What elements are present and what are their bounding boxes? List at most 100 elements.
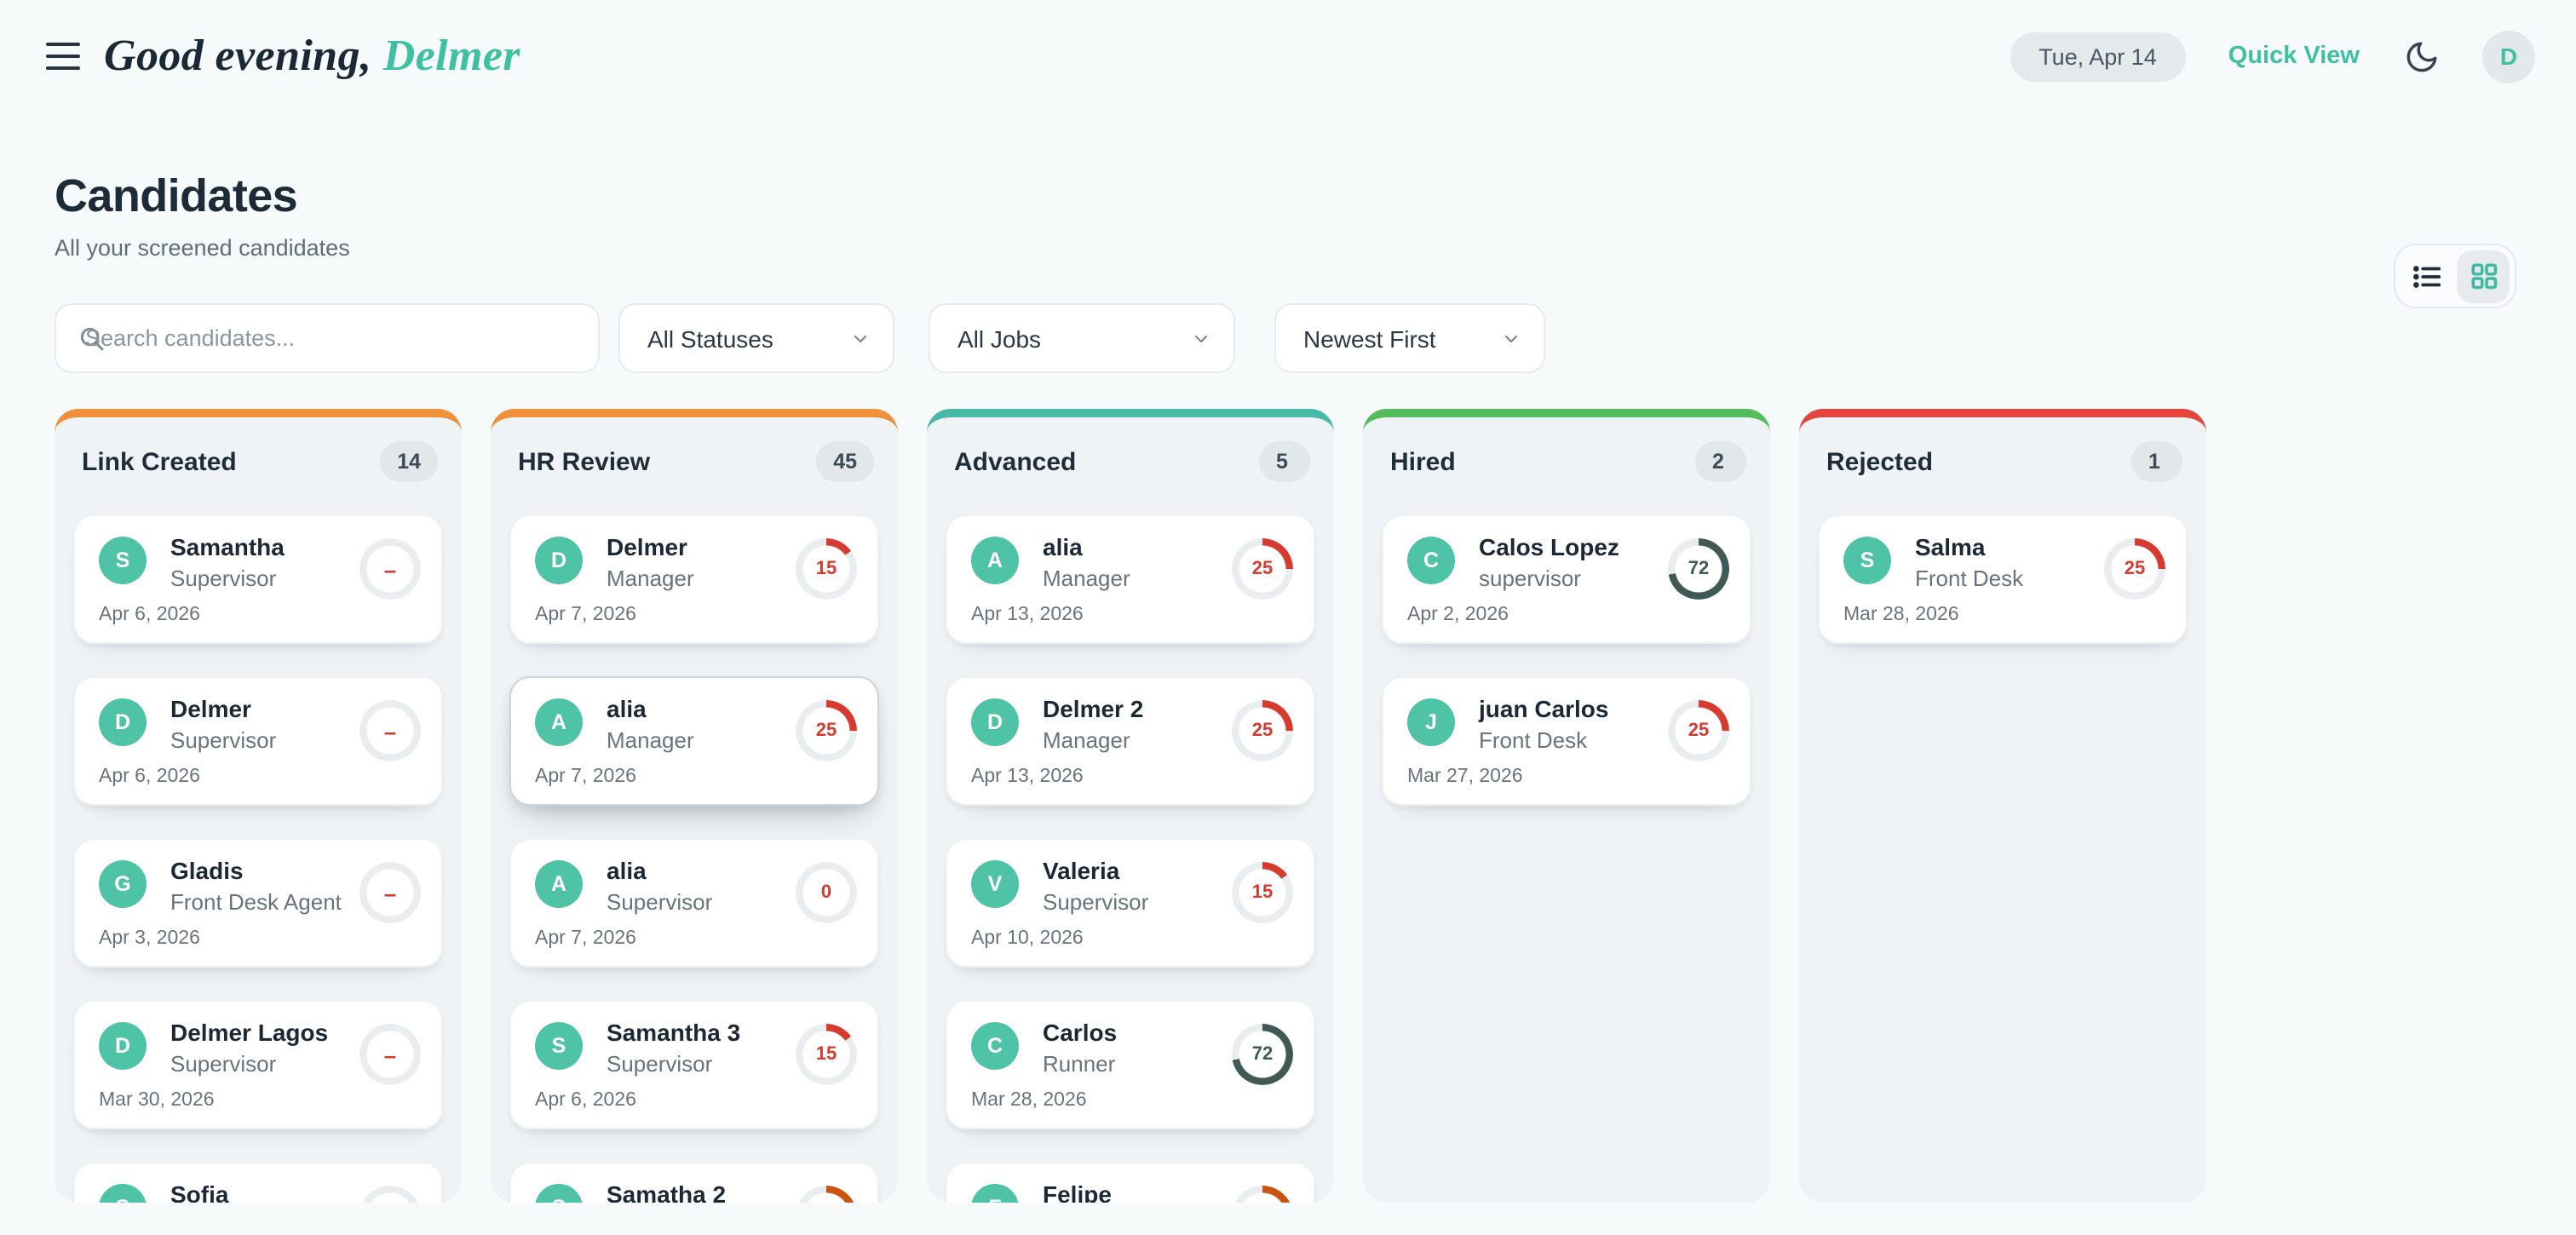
candidate-date: Apr 2, 2026	[1407, 605, 1509, 625]
quick-view-link[interactable]: Quick View	[2228, 43, 2360, 70]
score-value: –	[383, 556, 397, 582]
candidate-role: Front Desk Agent	[170, 889, 342, 915]
score-ring-wrap: 52	[796, 1186, 857, 1203]
candidate-role: Supervisor	[1043, 889, 1149, 915]
score-value: 25	[1251, 721, 1274, 741]
score-ring	[359, 1186, 421, 1203]
search-input[interactable]	[56, 305, 598, 371]
candidate-card[interactable]: F Felipe Runner 42	[946, 1162, 1315, 1203]
score-ring-wrap: 42	[1232, 1186, 1293, 1203]
column-count-badge: 1	[2131, 441, 2182, 482]
candidate-card[interactable]: A alia Manager Apr 7, 2026 25	[509, 676, 879, 806]
candidate-card[interactable]: V Valeria Supervisor Apr 10, 2026 15	[946, 838, 1315, 968]
column-header: Hired 2	[1363, 417, 1770, 514]
column-title: Rejected	[1826, 447, 1934, 476]
score-ring-wrap: 25	[1668, 700, 1729, 761]
score-ring	[796, 862, 857, 923]
candidate-role: supervisor	[1479, 566, 1581, 591]
candidate-card[interactable]: D Delmer 2 Manager Apr 13, 2026 25	[946, 676, 1315, 806]
hamburger-icon	[46, 43, 80, 47]
page-title: Candidates	[55, 170, 298, 221]
candidate-card[interactable]: D Delmer Supervisor Apr 6, 2026 –	[73, 676, 443, 806]
score-ring	[1232, 1024, 1293, 1085]
candidate-name: alia	[607, 857, 647, 884]
sort-filter-value: Newest First	[1303, 325, 1436, 352]
candidate-card[interactable]: S Samatha 2 Supervisor 52	[509, 1162, 879, 1203]
column-title: Link Created	[82, 447, 237, 476]
score-value: –	[383, 1042, 397, 1067]
candidate-name: alia	[607, 695, 647, 722]
score-ring-wrap: 15	[796, 1024, 857, 1085]
candidate-card[interactable]: A alia Manager Apr 13, 2026 25	[946, 514, 1315, 644]
candidate-card[interactable]: C Calos Lopez supervisor Apr 2, 2026 72	[1382, 514, 1751, 644]
user-avatar[interactable]: D	[2482, 30, 2535, 83]
score-ring-wrap: 15	[796, 538, 857, 600]
moon-icon	[2406, 41, 2436, 72]
candidate-card[interactable]: S Samantha 3 Supervisor Apr 6, 2026 15	[509, 1000, 879, 1129]
chevron-down-icon	[1194, 334, 1208, 342]
candidate-card[interactable]: J juan Carlos Front Desk Mar 27, 2026 25	[1382, 676, 1751, 806]
candidate-name: Calos Lopez	[1479, 533, 1619, 560]
candidate-date: Apr 6, 2026	[99, 605, 200, 625]
avatar: S	[535, 1022, 583, 1070]
score-ring-wrap: 15	[1232, 862, 1293, 923]
candidate-role: Front Desk	[1915, 566, 2024, 591]
candidate-name: Samatha 2	[607, 1180, 727, 1203]
candidate-date: Apr 3, 2026	[99, 928, 200, 949]
score-ring-wrap: 0	[796, 862, 857, 923]
score-ring	[2104, 538, 2165, 600]
score-ring	[359, 1024, 421, 1085]
candidate-card[interactable]: C Carlos Runner Mar 28, 2026 72	[946, 1000, 1315, 1129]
candidate-card[interactable]: S Sofia Supervisor –	[73, 1162, 443, 1203]
candidate-name: Delmer	[170, 695, 251, 722]
candidate-role: Front Desk	[1479, 727, 1588, 753]
candidate-role: Supervisor	[170, 1051, 277, 1077]
jobs-filter-select[interactable]: All Jobs	[929, 303, 1235, 373]
candidate-name: Sofia	[170, 1180, 229, 1203]
candidate-card[interactable]: A alia Supervisor Apr 7, 2026 0	[509, 838, 879, 968]
column-title: HR Review	[518, 447, 651, 476]
avatar: S	[535, 1184, 583, 1203]
top-bar: Good evening, Delmer Tue, Apr 14 Quick V…	[0, 0, 2576, 112]
candidate-date: Mar 28, 2026	[1843, 605, 1959, 625]
candidate-role: Supervisor	[607, 1051, 713, 1077]
hamburger-menu-button[interactable]	[46, 43, 80, 70]
candidate-role: Manager	[1043, 566, 1130, 591]
candidate-role: Runner	[1043, 1051, 1116, 1077]
candidate-role: Supervisor	[170, 566, 277, 591]
candidate-name: Valeria	[1043, 857, 1120, 884]
candidate-card[interactable]: D Delmer Manager Apr 7, 2026 15	[509, 514, 879, 644]
candidate-name: alia	[1043, 533, 1083, 560]
score-ring	[1668, 538, 1729, 600]
list-view-button[interactable]	[2401, 250, 2453, 302]
date-pill: Tue, Apr 14	[2010, 32, 2186, 81]
greeting-prefix: Good evening,	[104, 31, 372, 80]
column-cards: C Calos Lopez supervisor Apr 2, 2026 72 …	[1363, 514, 1770, 806]
score-value: –	[383, 718, 397, 744]
list-icon	[2413, 265, 2441, 287]
score-ring	[1668, 700, 1729, 761]
candidate-card[interactable]: G Gladis Front Desk Agent Apr 3, 2026 –	[73, 838, 443, 968]
sort-filter-select[interactable]: Newest First	[1274, 303, 1545, 373]
status-filter-select[interactable]: All Statuses	[618, 303, 894, 373]
score-ring	[359, 538, 421, 600]
theme-toggle-button[interactable]	[2402, 37, 2440, 75]
grid-view-button[interactable]	[2457, 250, 2510, 302]
search-box	[55, 303, 600, 373]
score-value: 15	[815, 1044, 837, 1065]
avatar: A	[971, 537, 1019, 584]
avatar: S	[99, 1184, 147, 1203]
score-ring-wrap: 72	[1668, 538, 1729, 600]
candidate-card[interactable]: D Delmer Lagos Supervisor Mar 30, 2026 –	[73, 1000, 443, 1129]
kanban-board: Link Created 14 S Samantha Supervisor Ap…	[55, 409, 2521, 1203]
avatar: S	[1843, 537, 1891, 584]
candidate-card[interactable]: S Salma Front Desk Mar 28, 2026 25	[1818, 514, 2188, 644]
score-ring-wrap: –	[359, 700, 421, 761]
score-value: 15	[815, 559, 837, 579]
score-ring-wrap: –	[359, 538, 421, 600]
score-ring	[1232, 700, 1293, 761]
candidate-name: Delmer 2	[1043, 695, 1144, 722]
page-subtitle: All your screened candidates	[55, 235, 350, 261]
candidate-card[interactable]: S Samantha Supervisor Apr 6, 2026 –	[73, 514, 443, 644]
candidate-date: Mar 30, 2026	[99, 1090, 215, 1111]
